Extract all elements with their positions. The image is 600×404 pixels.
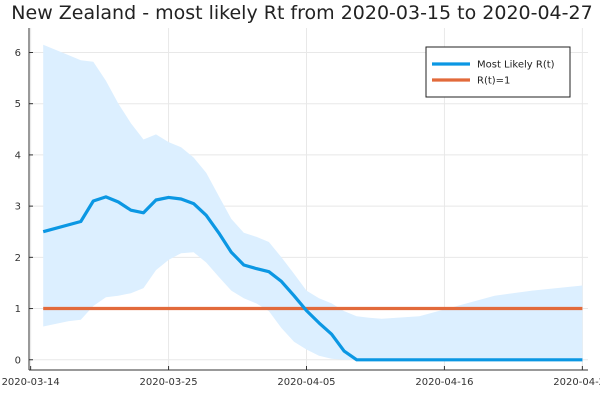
y-tick-label: 3 <box>15 202 21 213</box>
series-layer <box>42 195 583 362</box>
x-tick-label: 2020-04-05 <box>277 377 335 388</box>
series-line-most-likely-rt <box>42 195 583 362</box>
x-tick-label: 2020-04-16 <box>415 377 473 388</box>
legend-label: Most Likely R(t) <box>477 60 555 71</box>
y-tick-label: 1 <box>15 304 21 315</box>
band-layer <box>43 44 583 360</box>
y-tick-label: 0 <box>15 355 21 366</box>
y-tick-label: 5 <box>15 99 21 110</box>
axes-layer: 0 1 2 3 4 5 6 2020-03-14 2020-03-25 2020-04-05 202… <box>2 28 600 388</box>
x-tick-label: 2020-03-14 <box>2 377 60 388</box>
legend: Most Likely R(t) R(t)=1 <box>425 46 571 98</box>
confidence-band <box>43 44 583 360</box>
x-tick-label: 2020-03-25 <box>139 377 197 388</box>
y-tick-label: 2 <box>15 253 21 264</box>
y-tick-label: 4 <box>15 150 21 161</box>
chart-title: New Zealand - most likely Rt from 2020-0… <box>11 2 592 24</box>
legend-label: R(t)=1 <box>477 76 510 87</box>
x-tick-label: 2020-04-27 <box>553 377 600 388</box>
y-tick-label: 6 <box>15 48 21 59</box>
legend-box <box>425 46 571 98</box>
